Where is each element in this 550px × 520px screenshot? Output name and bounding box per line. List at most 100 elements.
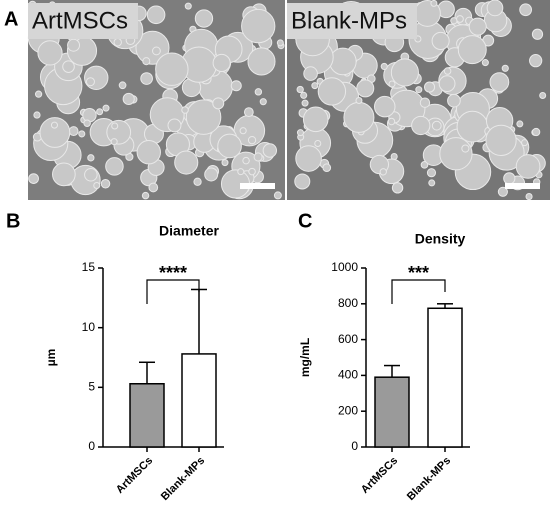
particle xyxy=(67,38,81,52)
particle xyxy=(388,80,396,88)
particle xyxy=(294,173,311,190)
particle xyxy=(243,107,254,118)
particle xyxy=(78,130,86,138)
particle xyxy=(519,3,533,17)
particle xyxy=(87,154,95,162)
particle xyxy=(93,181,101,190)
y-tick-label: 0 xyxy=(88,439,95,453)
particle xyxy=(254,88,263,96)
particle xyxy=(411,115,431,136)
particle xyxy=(515,154,541,179)
particle xyxy=(430,0,438,7)
particle xyxy=(68,126,79,137)
particle xyxy=(525,193,533,201)
particle xyxy=(456,15,464,23)
particle xyxy=(140,72,153,85)
particle xyxy=(110,138,118,146)
particle xyxy=(426,168,437,178)
particle xyxy=(532,127,541,137)
particle xyxy=(531,28,544,40)
particle xyxy=(83,119,91,127)
particle xyxy=(174,150,199,175)
significance-label: *** xyxy=(408,263,429,283)
y-tick-label: 0 xyxy=(351,439,358,453)
particle xyxy=(106,119,132,145)
particle xyxy=(221,159,229,167)
significance-bracket xyxy=(146,279,200,304)
bar xyxy=(129,383,165,448)
particle xyxy=(415,86,423,94)
y-tick-label: 800 xyxy=(338,296,358,310)
particle xyxy=(485,124,517,156)
particle xyxy=(262,143,278,158)
y-tick-label: 200 xyxy=(338,403,358,417)
scale-bar xyxy=(240,183,275,189)
particle xyxy=(194,9,214,28)
particle xyxy=(184,2,192,10)
particle xyxy=(391,182,404,194)
y-tick-label: 1000 xyxy=(331,260,358,274)
particle xyxy=(136,140,161,165)
label-box xyxy=(28,3,138,39)
particle xyxy=(230,80,242,92)
particle xyxy=(343,101,375,133)
particle xyxy=(450,17,458,25)
bar xyxy=(427,307,463,448)
particle xyxy=(167,118,182,133)
particle xyxy=(355,97,363,105)
particle xyxy=(420,161,429,169)
particle xyxy=(28,173,39,184)
panel-label: A xyxy=(4,8,18,30)
particle xyxy=(118,81,127,90)
panel-label: B xyxy=(6,210,20,232)
particle xyxy=(447,93,461,108)
bar xyxy=(374,376,410,448)
bar xyxy=(181,353,217,448)
particle xyxy=(329,47,357,76)
image-label: Blank-MPs xyxy=(291,7,407,34)
y-tick-label: 600 xyxy=(338,332,358,346)
particle xyxy=(373,95,396,118)
particle xyxy=(322,163,332,173)
particle xyxy=(356,79,375,98)
particle xyxy=(486,0,504,17)
particle xyxy=(96,108,104,116)
particle xyxy=(438,75,456,93)
particle xyxy=(84,65,109,91)
particle xyxy=(142,57,151,66)
particle xyxy=(248,167,256,176)
particle xyxy=(242,156,250,165)
particle xyxy=(105,157,124,176)
significance-label: **** xyxy=(159,263,187,283)
particle xyxy=(85,77,95,87)
chart-title: Density xyxy=(415,231,466,247)
y-tick-label: 5 xyxy=(88,380,95,394)
particle xyxy=(241,8,276,44)
significance-bracket xyxy=(391,279,446,304)
y-tick-label: 10 xyxy=(82,320,96,334)
particle xyxy=(37,40,63,66)
particle xyxy=(70,164,101,196)
particle xyxy=(33,111,41,119)
particle xyxy=(100,178,111,189)
particle xyxy=(247,47,276,76)
particle xyxy=(204,167,219,182)
particle xyxy=(152,46,161,56)
particle xyxy=(443,67,452,75)
particle xyxy=(439,137,473,171)
particle xyxy=(113,38,122,47)
particle xyxy=(516,120,524,128)
particle xyxy=(146,5,166,25)
particle xyxy=(419,97,431,108)
particle xyxy=(380,62,388,71)
particle xyxy=(431,120,442,131)
particle xyxy=(390,58,419,87)
particle xyxy=(296,85,304,94)
particle xyxy=(62,60,75,73)
particle xyxy=(489,72,510,93)
label-box xyxy=(287,3,417,39)
particle xyxy=(122,92,135,106)
microparticles xyxy=(27,0,547,201)
particle xyxy=(379,168,387,176)
particle xyxy=(314,139,322,148)
